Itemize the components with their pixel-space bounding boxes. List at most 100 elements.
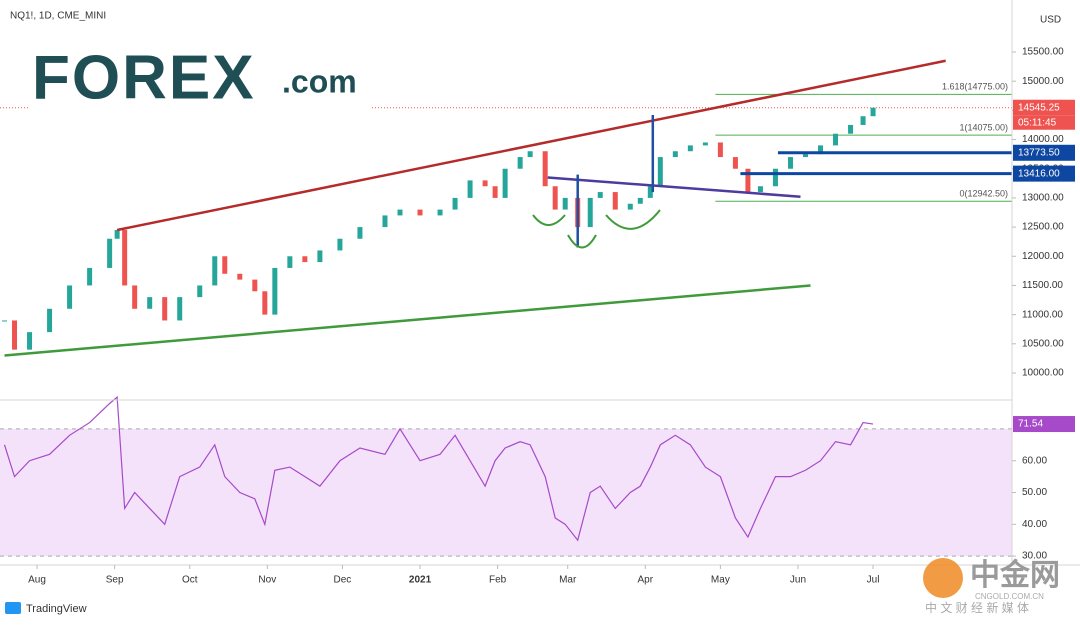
candle [482, 180, 488, 187]
candle [597, 192, 603, 198]
watermark-icon [923, 558, 963, 598]
candle [107, 238, 113, 268]
candle [870, 107, 876, 117]
x-tick-label: Nov [258, 575, 276, 586]
candle [114, 230, 120, 239]
x-tick-label: Mar [559, 575, 577, 586]
candle [848, 124, 854, 134]
trendline [116, 59, 946, 232]
level-label: 13416.00 [1018, 168, 1060, 179]
y-tick-label: 13000.00 [1022, 193, 1064, 204]
level-label: 13773.50 [1018, 147, 1060, 158]
rsi-band [0, 428, 1012, 557]
candle [337, 238, 343, 251]
candle [687, 145, 693, 152]
candle [702, 142, 708, 146]
x-tick-label: Dec [334, 575, 352, 586]
x-tick-label: 2021 [409, 575, 432, 586]
candle [122, 230, 128, 286]
candle [757, 186, 763, 193]
candle [12, 320, 18, 350]
candle [162, 297, 168, 321]
rsi-last: 71.54 [1018, 419, 1043, 430]
symbol-title: NQ1!, 1D, CME_MINI [10, 11, 106, 22]
candle [517, 157, 523, 169]
candle [467, 180, 473, 198]
x-tick-label: Oct [182, 575, 198, 586]
candle [492, 186, 498, 198]
candle [833, 133, 839, 146]
y-tick-label: 60.00 [1022, 455, 1047, 466]
candle [317, 250, 323, 263]
trendline [547, 176, 801, 198]
y-tick-label: 15000.00 [1022, 76, 1064, 87]
fib-label: 1.618(14775.00) [942, 82, 1008, 92]
candle [147, 297, 153, 309]
y-tick-label: 11500.00 [1022, 280, 1063, 291]
logo-bg [28, 48, 370, 112]
y-tick-label: 40.00 [1022, 519, 1047, 530]
y-tick-label: 50.00 [1022, 487, 1047, 498]
candle [542, 151, 548, 187]
x-tick-label: Apr [638, 575, 654, 586]
watermark-tagline: 中 文 财 经 新 媒 体 [925, 600, 1029, 615]
x-tick-label: Jul [867, 575, 880, 586]
level-label-bg [1013, 165, 1075, 182]
shoulder-arc [532, 214, 566, 226]
y-tick-label: 12000.00 [1022, 251, 1064, 262]
candle [27, 332, 33, 350]
candle [502, 168, 508, 198]
candle [527, 151, 533, 158]
currency: USD [1040, 15, 1061, 26]
level-label-bg [1013, 144, 1075, 161]
candle [197, 285, 203, 298]
candle [672, 151, 678, 158]
candle [452, 197, 458, 210]
rsi-line [3, 395, 874, 542]
y-tick-label: 15500.00 [1022, 47, 1064, 58]
x-tick-label: Aug [28, 575, 46, 586]
candle [357, 227, 363, 239]
countdown-bg [1013, 115, 1075, 130]
y-tick-label: 30.00 [1022, 551, 1047, 562]
last-price-bg [1013, 99, 1075, 116]
candle [132, 285, 138, 309]
candle [657, 157, 663, 187]
fib-label: 0(12942.50) [959, 189, 1008, 199]
head-arc [567, 234, 597, 249]
watermark: 中金网 [970, 558, 1060, 592]
y-tick-label: 14000.00 [1022, 134, 1064, 145]
candle [87, 267, 93, 286]
trendline [4, 284, 811, 357]
candle [67, 285, 73, 309]
candle [772, 168, 778, 187]
candle [587, 197, 593, 228]
candle [222, 256, 228, 274]
platform-icon [5, 602, 21, 614]
candle [302, 256, 308, 263]
candle [382, 215, 388, 228]
candle [787, 157, 793, 169]
candle [177, 297, 183, 321]
candle [47, 308, 53, 333]
y-tick-label: 10000.00 [1022, 368, 1064, 379]
candle [818, 145, 824, 155]
candle [2, 320, 8, 322]
candle [717, 142, 723, 158]
candle [437, 209, 443, 216]
y-tick-label: 12500.00 [1022, 222, 1064, 233]
candle [237, 273, 243, 280]
candle [637, 197, 643, 204]
platform: TradingView [26, 603, 87, 615]
x-tick-label: Jun [790, 575, 806, 586]
candle [417, 209, 423, 216]
logo-suffix: .com [282, 63, 357, 99]
candle [287, 256, 293, 268]
last-price: 14545.25 [1018, 102, 1060, 113]
countdown: 05:11:45 [1018, 117, 1057, 128]
candle [802, 154, 808, 158]
candle [627, 203, 633, 210]
candle [647, 186, 653, 198]
candle [860, 116, 866, 125]
